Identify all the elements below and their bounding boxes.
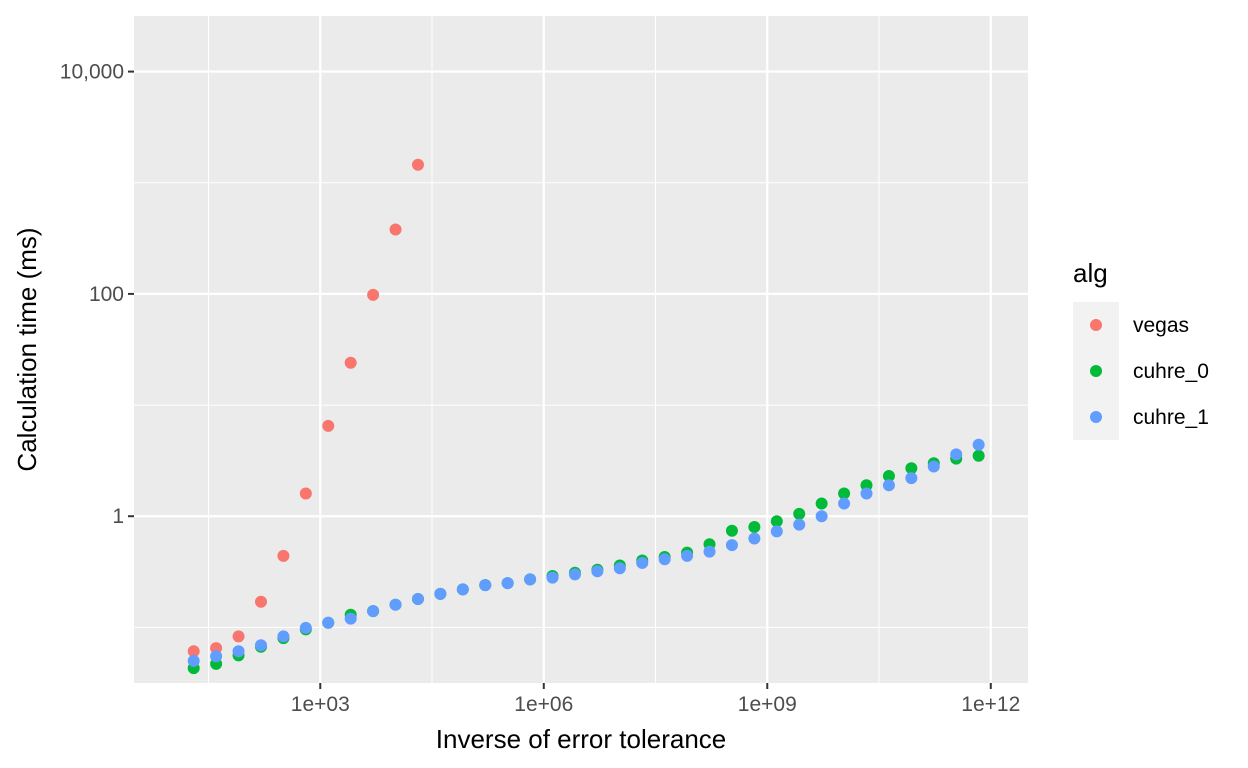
data-point-vegas <box>389 223 402 236</box>
x-axis: 1e+03 1e+06 1e+09 1e+12 <box>291 683 1020 716</box>
data-point-cuhre_0 <box>725 524 738 537</box>
series-vegas <box>187 158 424 658</box>
data-point-cuhre_1 <box>793 518 806 531</box>
x-tick-label: 1e+12 <box>961 693 1020 716</box>
data-point-cuhre_1 <box>524 573 537 586</box>
data-point-cuhre_0 <box>905 462 918 475</box>
data-point-cuhre_1 <box>299 621 312 634</box>
data-point-cuhre_1 <box>636 556 649 569</box>
grid-lines <box>134 16 1028 683</box>
data-point-cuhre_1 <box>232 645 245 658</box>
data-point-vegas <box>344 356 357 369</box>
legend: alg vegas cuhre_0 cuhre_1 <box>1073 258 1209 440</box>
series-cuhre_1 <box>187 438 985 667</box>
data-point-cuhre_0 <box>972 449 985 462</box>
data-point-cuhre_1 <box>860 487 873 500</box>
legend-items: vegas cuhre_0 cuhre_1 <box>1090 314 1209 429</box>
legend-label-cuhre_1: cuhre_1 <box>1133 406 1209 429</box>
data-point-cuhre_1 <box>748 532 761 545</box>
data-point-cuhre_0 <box>770 515 783 528</box>
data-point-cuhre_1 <box>479 579 492 592</box>
data-point-cuhre_1 <box>905 472 918 485</box>
y-tick-label: 100 <box>89 283 124 306</box>
data-point-cuhre_1 <box>254 639 267 652</box>
legend-label-vegas: vegas <box>1133 314 1189 337</box>
data-point-cuhre_0 <box>838 487 851 500</box>
data-point-cuhre_0 <box>793 507 806 520</box>
x-tick-label: 1e+09 <box>738 693 797 716</box>
data-point-cuhre_1 <box>703 545 716 558</box>
x-tick-label: 1e+06 <box>514 693 573 716</box>
data-point-cuhre_1 <box>210 650 223 663</box>
data-point-cuhre_1 <box>815 510 828 523</box>
y-tick-label: 1 <box>112 505 124 528</box>
legend-key-cuhre_1 <box>1090 411 1102 423</box>
data-point-cuhre_1 <box>927 460 940 473</box>
data-point-cuhre_1 <box>322 616 335 629</box>
data-point-cuhre_1 <box>658 553 671 566</box>
data-point-vegas <box>299 487 312 500</box>
data-point-cuhre_0 <box>748 521 761 533</box>
data-point-cuhre_1 <box>568 568 581 581</box>
data-point-vegas <box>277 549 290 562</box>
data-point-cuhre_1 <box>501 577 514 590</box>
data-point-cuhre_1 <box>434 587 447 600</box>
data-point-cuhre_1 <box>882 479 895 492</box>
data-point-cuhre_1 <box>972 438 985 451</box>
data-point-cuhre_1 <box>838 497 851 510</box>
x-tick-label: 1e+03 <box>291 693 350 716</box>
data-point-cuhre_1 <box>725 539 738 552</box>
data-point-cuhre_0 <box>815 497 828 510</box>
data-point-cuhre_1 <box>591 565 604 578</box>
legend-title: alg <box>1073 258 1108 288</box>
data-point-cuhre_1 <box>950 448 963 461</box>
data-point-vegas <box>367 288 380 301</box>
legend-label-cuhre_0: cuhre_0 <box>1133 360 1209 383</box>
x-axis-title: Inverse of error tolerance <box>436 724 726 754</box>
data-point-cuhre_0 <box>882 470 895 483</box>
data-point-vegas <box>411 158 424 171</box>
data-point-cuhre_1 <box>770 525 783 538</box>
data-point-vegas <box>254 595 267 608</box>
data-point-cuhre_1 <box>411 593 424 606</box>
data-points <box>187 158 985 675</box>
y-tick-label: 10,000 <box>60 61 124 84</box>
data-point-cuhre_1 <box>613 562 626 575</box>
data-point-vegas <box>232 630 245 643</box>
data-point-vegas <box>322 419 335 432</box>
data-point-cuhre_1 <box>546 571 559 584</box>
data-point-vegas <box>187 645 200 658</box>
plot-panel <box>134 16 1028 683</box>
data-point-cuhre_1 <box>187 654 200 667</box>
y-axis: 1 100 10,000 <box>60 61 134 528</box>
data-point-cuhre_1 <box>344 612 357 625</box>
data-point-cuhre_0 <box>860 479 873 492</box>
data-point-cuhre_1 <box>456 583 469 596</box>
data-point-cuhre_1 <box>367 605 380 618</box>
data-point-cuhre_1 <box>681 549 694 562</box>
legend-key-cuhre_0 <box>1090 365 1102 377</box>
data-point-cuhre_1 <box>277 630 290 643</box>
legend-key-vegas <box>1090 319 1102 331</box>
data-point-cuhre_1 <box>389 598 402 611</box>
y-axis-title: Calculation time (ms) <box>12 227 42 471</box>
